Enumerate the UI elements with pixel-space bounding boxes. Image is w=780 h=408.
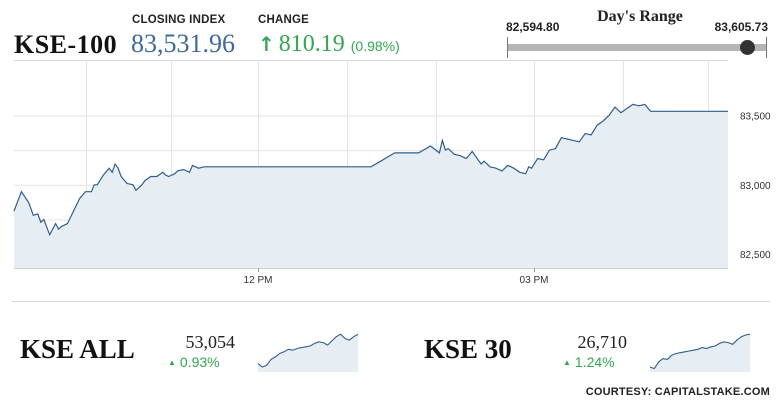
- change-percent: (0.98%): [350, 38, 400, 54]
- y-tick-label: 82,500: [740, 250, 771, 261]
- sub-index-value-kse-30: 26,710: [577, 332, 628, 352]
- triangle-up-icon: ▲: [168, 358, 176, 367]
- courtesy-credit: COURTESY: CAPITALSTAKE.COM: [585, 386, 770, 398]
- days-range-title: Day's Range: [597, 8, 683, 25]
- days-range-low: 82,594.80: [506, 20, 560, 34]
- series-line: [13, 103, 728, 237]
- days-range-marker: [740, 40, 756, 55]
- sub-index-change-pct: 0.93%: [179, 354, 220, 370]
- sparkline-area: [650, 334, 750, 372]
- x-tick-label: 12 PM: [244, 275, 273, 286]
- sparkline-line: [650, 333, 750, 370]
- closing-index-label: CLOSING INDEX: [132, 14, 226, 26]
- sub-index-value-kse-all: 53,054: [185, 332, 236, 352]
- x-tick-label: 03 PM: [520, 275, 549, 286]
- sub-index-name-kse-30: KSE 30: [424, 334, 512, 364]
- index-name: KSE-100: [14, 30, 118, 59]
- change-label: CHANGE: [258, 14, 310, 26]
- sub-index-name-kse-all: KSE ALL: [20, 334, 135, 364]
- up-arrow-icon: ↑: [258, 32, 275, 56]
- closing-index-value: 83,531.96: [131, 29, 235, 58]
- sparkline-area: [258, 334, 358, 372]
- sparkline-line: [258, 333, 358, 368]
- sub-index-change-kse-30: ▲ 1.24%: [563, 354, 615, 370]
- divider: [12, 301, 770, 302]
- y-tick-label: 83,000: [740, 181, 771, 192]
- sub-index-change-kse-all: ▲ 0.93%: [168, 354, 220, 370]
- triangle-up-icon: ▲: [563, 358, 571, 367]
- days-range-high: 83,605.73: [714, 20, 768, 34]
- series-area: [14, 104, 728, 269]
- sparkline-kse-30: [650, 333, 750, 372]
- main-intraday-chart: 83,500 83,000 82,500 12 PM 03 PM: [13, 60, 771, 286]
- sparkline-kse-all: [258, 333, 358, 372]
- days-range-high-tick: [766, 37, 767, 58]
- change-value-group: ↑ 810.19 (0.98%): [258, 31, 400, 58]
- change-value: 810.19: [278, 31, 345, 57]
- y-tick-label: 83,500: [740, 111, 771, 122]
- days-range-low-tick: [507, 37, 508, 58]
- days-range-track: [507, 44, 766, 51]
- sub-index-change-pct: 1.24%: [574, 354, 615, 370]
